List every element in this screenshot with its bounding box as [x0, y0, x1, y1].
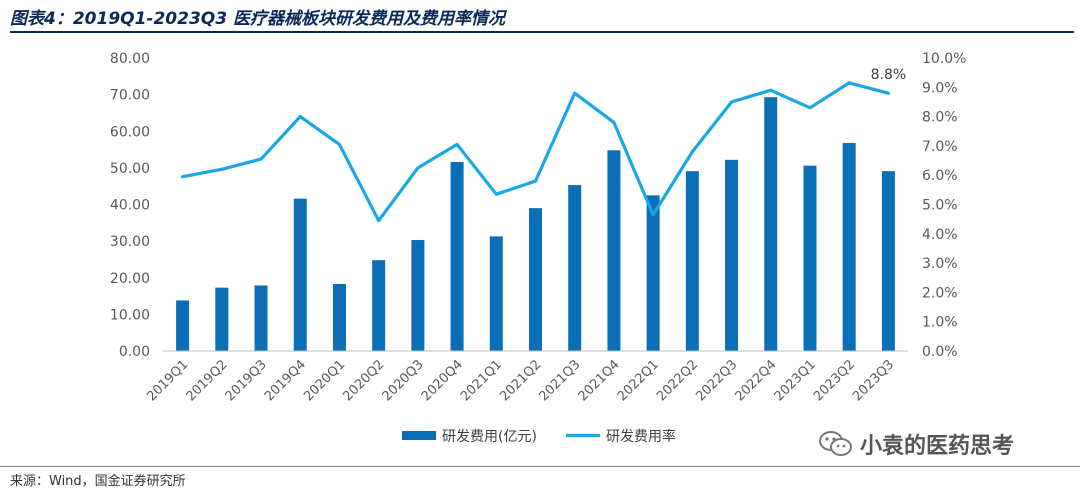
left-tick-label: 20.00	[110, 271, 150, 287]
legend-label-bar: 研发费用(亿元)	[442, 429, 537, 445]
rate-line	[181, 81, 890, 223]
watermark-text: 小袁的医药思考	[860, 434, 1015, 459]
x-tick-label: 2022Q4	[733, 357, 780, 404]
x-tick-label: 2022Q1	[615, 357, 662, 404]
bar	[176, 300, 190, 351]
left-tick-label: 30.00	[110, 234, 150, 250]
bar	[764, 97, 778, 351]
bar	[489, 236, 503, 351]
bar	[881, 171, 895, 351]
bar	[842, 142, 856, 351]
bar	[529, 208, 542, 351]
right-tick-label: 9.0%	[922, 80, 958, 96]
x-tick-label: 2023Q3	[850, 357, 897, 404]
bar	[450, 162, 464, 351]
x-tick-label: 2020Q4	[419, 357, 466, 404]
bar	[685, 171, 699, 351]
x-tick-label: 2020Q2	[340, 357, 387, 404]
right-tick-label: 5.0%	[922, 198, 958, 214]
legend: 研发费用(亿元) 研发费用率	[402, 428, 676, 445]
x-tick-label: 2021Q3	[536, 357, 583, 404]
bar	[215, 287, 229, 351]
left-tick-label: 60.00	[110, 124, 150, 140]
x-tick-label: 2022Q3	[693, 357, 740, 404]
x-tick-label: 2019Q1	[144, 357, 191, 404]
left-tick-label: 10.00	[110, 307, 150, 323]
watermark: 小袁的医药思考	[818, 426, 1014, 462]
x-tick-label: 2019Q3	[223, 357, 270, 404]
source-divider	[0, 466, 1080, 467]
right-tick-label: 2.0%	[922, 285, 958, 301]
left-tick-label: 70.00	[110, 88, 150, 104]
left-tick-label: 50.00	[110, 161, 150, 177]
left-axis: 0.00 10.00 20.00 30.00 40.00 50.00 60.00 70.00 8…	[110, 51, 150, 360]
bar	[803, 165, 817, 351]
chart-title: 图表4：2019Q1-2023Q3 医疗器械板块研发费用及费用率情况	[10, 9, 505, 29]
left-tick-label: 80.00	[110, 51, 150, 67]
bar	[332, 283, 346, 351]
bar	[646, 195, 660, 351]
bar	[254, 285, 268, 351]
right-tick-label: 3.0%	[922, 256, 958, 272]
bar	[293, 198, 307, 351]
x-tick-label: 2023Q1	[772, 357, 819, 404]
left-tick-label: 40.00	[110, 198, 150, 214]
legend-swatch-bar	[402, 431, 436, 440]
x-tick-label: 2020Q1	[301, 357, 348, 404]
right-axis: 0.0% 1.0% 2.0% 3.0% 4.0% 5.0% 6.0% 7.0% 8.0% 9.0%…	[922, 51, 966, 360]
source-note: 来源：Wind，国金证券研究所	[10, 474, 186, 489]
line-series: 8.8%	[181, 67, 907, 223]
bar-series	[176, 97, 895, 351]
bar	[607, 150, 621, 351]
x-tick-label: 2022Q2	[654, 357, 701, 404]
x-tick-label: 2023Q2	[811, 357, 858, 404]
wechat-icon	[819, 431, 852, 456]
x-tick-label: 2021Q2	[497, 357, 544, 404]
bar	[411, 240, 425, 351]
bar	[372, 260, 386, 351]
legend-label-line: 研发费用率	[606, 428, 676, 445]
x-axis: 2019Q12019Q22019Q32019Q42020Q12020Q22020…	[144, 350, 908, 404]
right-tick-label: 4.0%	[922, 227, 958, 243]
x-tick-label: 2019Q4	[262, 357, 309, 404]
x-tick-label: 2021Q1	[458, 357, 505, 404]
right-tick-label: 0.0%	[922, 344, 958, 360]
right-tick-label: 6.0%	[922, 168, 958, 184]
x-tick-label: 2020Q3	[380, 357, 427, 404]
right-tick-label: 1.0%	[922, 315, 958, 331]
right-tick-label: 10.0%	[922, 51, 966, 67]
title-divider	[10, 31, 1074, 33]
right-tick-label: 7.0%	[922, 139, 958, 155]
chart-svg: 0.00 10.00 20.00 30.00 40.00 50.00 60.00 70.00 8…	[110, 51, 967, 445]
right-tick-label: 8.0%	[922, 110, 958, 126]
bar	[725, 159, 739, 351]
x-tick-label: 2019Q2	[184, 357, 231, 404]
left-tick-label: 0.00	[119, 344, 150, 360]
x-tick-label: 2021Q4	[576, 357, 623, 404]
bar	[568, 185, 582, 351]
data-label: 8.8%	[871, 67, 907, 83]
